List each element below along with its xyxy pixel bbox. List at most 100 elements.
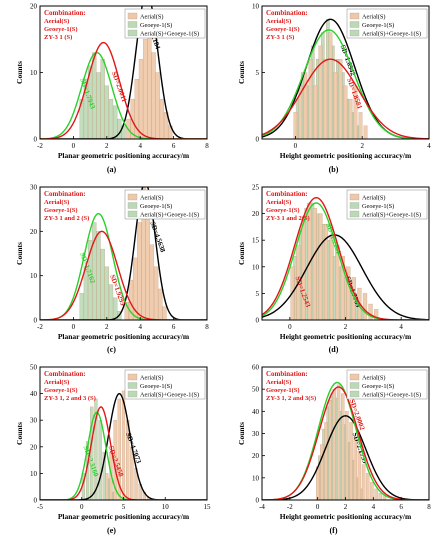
x-tick-label: 2 — [360, 142, 364, 150]
legend-box — [124, 369, 206, 400]
combination-text: Aerial(S) — [266, 199, 291, 206]
aerial-bar — [159, 98, 165, 139]
y-tick-label: 0 — [34, 317, 38, 325]
aerial-bar — [323, 224, 329, 320]
legend-box — [346, 369, 428, 400]
aerial-bar — [320, 444, 324, 500]
geoeye-bar — [100, 248, 105, 320]
legend-label: Aerial(S) — [140, 375, 163, 382]
x-tick-label: 0 — [294, 142, 298, 150]
combination-text: ZY-3 1 (S) — [44, 34, 72, 41]
y-tick-label: 0 — [256, 317, 260, 325]
y-tick-label: 10 — [30, 470, 38, 478]
y-tick-label: 5 — [256, 69, 260, 77]
x-tick-label: -2 — [37, 323, 43, 331]
legend-label: Aerial(S) — [362, 375, 385, 382]
y-tick-label: 5 — [256, 290, 260, 298]
aerial-bar — [145, 209, 150, 320]
y-tick-label: 20 — [30, 443, 38, 451]
y-tick-label: 20 — [252, 452, 260, 460]
x-tick-label: -2 — [287, 503, 293, 511]
legend-box — [124, 8, 206, 39]
x-tick-label: 2 — [344, 323, 348, 331]
y-tick-label: 10 — [252, 263, 260, 271]
legend: Aerial(S)Geoeye-1(S) Aerial(S)+Geoeye-1(S… — [346, 369, 428, 400]
x-tick-label: 4 — [138, 142, 142, 150]
x-axis-label: Planar geometric positioning accuracy/m — [58, 512, 190, 521]
combination-text: ZY-3 1 (S) — [266, 34, 294, 41]
panel-label: (b) — [329, 165, 339, 174]
legend-swatch-aerial — [349, 373, 360, 381]
x-axis-label: Planar geometric positioning accuracy/m — [58, 151, 190, 160]
y-tick-label: 0 — [34, 136, 38, 144]
y-axis-label: Counts — [15, 422, 24, 445]
legend-box — [346, 8, 428, 39]
chart-panel-1: SD=4.2184SD=1.7943SD=2.0011-20246801020P… — [15, 3, 209, 175]
legend-swatch-geoeye — [349, 382, 360, 389]
aerial-bar — [318, 213, 323, 320]
geoeye-bar — [100, 59, 105, 139]
combination-text: Combination: — [266, 190, 308, 198]
combination-text: Geoeye-1(S) — [266, 26, 300, 33]
aerial-bar — [345, 411, 349, 500]
legend-label: Geoeye-1(S) — [140, 22, 172, 29]
aerial-bar — [130, 98, 135, 139]
x-tick-label: 8 — [205, 323, 209, 331]
geoeye-bar — [108, 284, 114, 320]
aerial-bar — [336, 384, 341, 500]
y-tick-label: 10 — [30, 272, 38, 280]
x-tick-label: -2 — [37, 142, 43, 150]
x-tick-label: 15 — [204, 503, 212, 511]
geoeye-bar — [96, 72, 101, 139]
combination-text: ZY-3 1, 2 and 3 (S) — [44, 395, 96, 402]
legend-label: Aerial(S) — [362, 14, 385, 21]
combination-text: Geoeye-1(S) — [266, 387, 300, 394]
geoeye-bar — [94, 398, 98, 500]
x-tick-label: 4 — [138, 323, 142, 331]
combination-text: Geoeye-1(S) — [44, 26, 78, 33]
aerial-bar — [149, 244, 155, 320]
x-tick-label: 0 — [72, 323, 76, 331]
aerial-bar — [143, 39, 148, 139]
legend-label: Aerial(S) — [140, 195, 163, 202]
aerial-bar — [318, 45, 323, 139]
y-axis-label: Counts — [237, 242, 246, 265]
aerial-bar — [134, 79, 140, 139]
panel-label: (a) — [107, 165, 117, 174]
aerial-bar — [348, 98, 353, 139]
aerial-bar — [308, 59, 313, 139]
y-tick-label: 30 — [30, 184, 38, 192]
aerial-bar — [163, 112, 169, 139]
geoeye-bar — [83, 79, 89, 139]
combined-curve — [40, 230, 207, 320]
legend-swatch-aerial — [349, 12, 360, 20]
legend-swatch-geoeye — [349, 202, 360, 209]
legend-label: Aerial(S)+Geoeye-1(S) — [362, 212, 421, 219]
aerial-bar — [153, 266, 159, 320]
y-tick-label: 30 — [252, 430, 260, 438]
panel-label: (f) — [330, 526, 338, 535]
y-tick-label: 25 — [252, 184, 260, 192]
legend-label: Geoeye-1(S) — [140, 383, 172, 390]
legend-swatch-aerial — [127, 373, 138, 381]
y-tick-label: 50 — [252, 386, 260, 394]
geoeye-bar — [87, 240, 93, 320]
combination-text: Combination: — [44, 9, 86, 17]
x-tick-label: 10 — [162, 503, 170, 511]
aerial-bar — [121, 390, 126, 500]
x-tick-label: 0 — [288, 323, 292, 331]
aerial-bar — [315, 466, 320, 500]
aerial-bar — [378, 493, 382, 500]
y-tick-label: 0 — [256, 497, 260, 505]
legend-swatch-combined — [349, 390, 360, 398]
aerial-bar — [341, 393, 345, 500]
sd-label: SD=2.0011 — [110, 70, 129, 103]
legend-label: Aerial(S)+Geoeye-1(S) — [140, 392, 199, 399]
